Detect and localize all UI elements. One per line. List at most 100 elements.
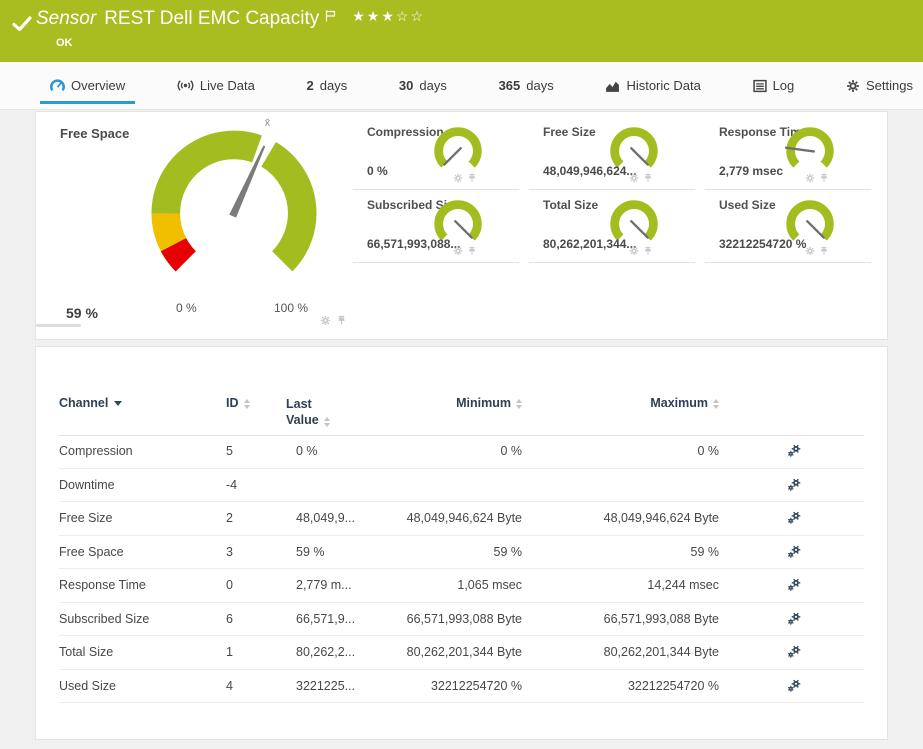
channel-gears-icon: [787, 478, 800, 491]
mini-gauge-pin-icon[interactable]: [467, 173, 477, 183]
tab-historic-data[interactable]: Historic Data: [605, 62, 701, 109]
mini-gauge-gear-icon[interactable]: [629, 173, 639, 183]
free-space-gauge: x̄: [151, 117, 317, 272]
priority-stars[interactable]: ★★★☆☆: [352, 8, 425, 25]
channel-id: 1: [226, 645, 233, 660]
minimum-value: 1,065 msec: [457, 578, 522, 593]
channel-name: Used Size: [59, 678, 116, 693]
channel-settings-button[interactable]: [787, 578, 801, 592]
mini-gauge-pin-icon[interactable]: [643, 246, 653, 256]
maximum-value: 80,262,201,344 Byte: [603, 645, 719, 660]
tab-30-days-label: days: [419, 78, 447, 93]
mini-gauge-value: 66,571,993,088...: [367, 237, 461, 251]
tab-365-days-number: 365: [498, 78, 521, 93]
mini-gauge-needle: [806, 220, 825, 239]
mini-gauge-gear-icon[interactable]: [805, 246, 815, 256]
minimum-value: 48,049,946,624 Byte: [406, 511, 522, 526]
channel-gears-icon: [787, 679, 800, 692]
column-header-channel[interactable]: Channel: [59, 396, 226, 428]
maximum-value: 59 %: [690, 544, 720, 559]
channel-settings-button[interactable]: [787, 679, 801, 693]
tab-365-days-label: days: [526, 78, 554, 93]
mini-gauge-subscribed-size: Subscribed Size 66,571,993,088...: [353, 190, 519, 263]
mini-gauge-gear-icon[interactable]: [805, 173, 815, 183]
mini-gauge-pin-icon[interactable]: [467, 246, 477, 256]
table-row: Free Size 2 48,049,9... 48,049,946,624 B…: [59, 502, 864, 536]
channel-settings-button[interactable]: [787, 478, 801, 492]
mini-gauge-response-time: Response Time 2,779 msec: [705, 117, 871, 190]
mini-gauge-title: Subscribed Size: [367, 198, 460, 212]
mini-gauge-pin-icon[interactable]: [819, 173, 829, 183]
stars-filled[interactable]: ★★★: [352, 8, 396, 24]
minimum-value: 59 %: [493, 544, 523, 559]
mini-gauge-grid: Compression 0 % Free Size 48,049,946,624…: [353, 117, 871, 263]
stars-empty[interactable]: ☆☆: [395, 8, 426, 24]
table-row: Response Time 0 2,779 m... 1,065 msec 14…: [59, 569, 864, 603]
last-value: 0 %: [296, 444, 318, 459]
overview-panel: Free Space x̄ 59 % 0 % 100 % Compression: [35, 111, 888, 340]
mini-gauge-pin-icon[interactable]: [643, 173, 653, 183]
table-row: Subscribed Size 6 66,571,9... 66,571,993…: [59, 603, 864, 636]
gauge-settings-gear-icon[interactable]: [320, 315, 331, 326]
last-value: 59 %: [296, 544, 325, 559]
channel-settings-button[interactable]: [787, 545, 801, 559]
tab-live-data[interactable]: Live Data: [177, 62, 255, 109]
mini-gauge-gear-icon[interactable]: [629, 246, 639, 256]
channel-id: 3: [226, 544, 233, 559]
tab-30-days[interactable]: 30 days: [399, 62, 447, 109]
tab-settings[interactable]: Settings: [846, 62, 913, 109]
object-kind-label: Sensor: [36, 8, 97, 29]
channel-id: 0: [226, 578, 233, 593]
gauge-pin-icon[interactable]: [336, 315, 347, 326]
column-header-maximum[interactable]: Maximum: [526, 396, 723, 428]
channel-settings-button[interactable]: [787, 511, 801, 525]
mini-gauge-value: 48,049,946,624...: [543, 164, 637, 178]
channel-gears-icon: [787, 578, 800, 592]
mini-gauge-gear-icon[interactable]: [453, 246, 463, 256]
mini-gauge-value: 0 %: [367, 164, 388, 178]
tab-log-label: Log: [772, 78, 795, 93]
settings-gear-icon: [847, 79, 859, 92]
sort-desc-icon: [114, 401, 123, 406]
last-value: 48,049,9...: [296, 511, 356, 526]
last-value: 66,571,9...: [296, 611, 356, 626]
mini-gauge-total-size: Total Size 80,262,201,344...: [529, 190, 695, 263]
tab-2-days[interactable]: 2 days: [307, 62, 348, 109]
tab-overview[interactable]: Overview: [39, 62, 136, 109]
mini-gauge-title: Compression: [367, 125, 444, 139]
channel-name: Subscribed Size: [59, 611, 150, 626]
channel-id: 5: [226, 444, 233, 459]
channel-gears-icon: [787, 645, 800, 659]
mini-gauge-title: Total Size: [543, 198, 599, 212]
tab-365-days[interactable]: 365 days: [499, 62, 554, 109]
live-data-icon: [177, 80, 194, 91]
main-gauge-title: Free Space: [60, 126, 130, 141]
table-row: Total Size 1 80,262,2... 80,262,201,344 …: [59, 636, 864, 670]
mini-gauge-gear-icon[interactable]: [453, 173, 463, 183]
table-header-row: Channel ID Last Value Minimum Maximum: [59, 396, 864, 428]
gauge-needle: [229, 145, 266, 218]
channel-settings-button[interactable]: [787, 645, 801, 659]
channel-name: Response Time: [59, 578, 146, 593]
column-header-minimum[interactable]: Minimum: [401, 396, 526, 428]
minimum-value: 0 %: [500, 444, 522, 459]
column-header-last-value[interactable]: Last Value: [286, 396, 372, 428]
maximum-value: 14,244 msec: [647, 578, 719, 593]
tab-log[interactable]: Log: [752, 62, 795, 109]
tab-overview-label: Overview: [71, 78, 126, 93]
mini-gauge-dial: [434, 200, 482, 241]
channel-gears-icon: [787, 545, 800, 558]
mini-gauge-pin-icon[interactable]: [819, 246, 829, 256]
last-value: 2,779 m...: [296, 578, 352, 593]
maximum-value: 48,049,946,624 Byte: [603, 511, 719, 526]
channel-settings-button[interactable]: [787, 612, 801, 626]
flag-icon: [326, 10, 336, 22]
mean-marker-label: x̄: [265, 117, 271, 129]
channel-id: 4: [226, 678, 233, 693]
table-header-divider: [59, 435, 864, 436]
channel-settings-button[interactable]: [787, 444, 801, 458]
mini-gauge-value: 32212254720 %: [719, 237, 807, 251]
page-title: REST Dell EMC Capacity: [104, 8, 320, 29]
column-header-id[interactable]: ID: [226, 396, 286, 428]
table-row: Used Size 4 3221225... 32212254720 % 322…: [59, 670, 864, 703]
